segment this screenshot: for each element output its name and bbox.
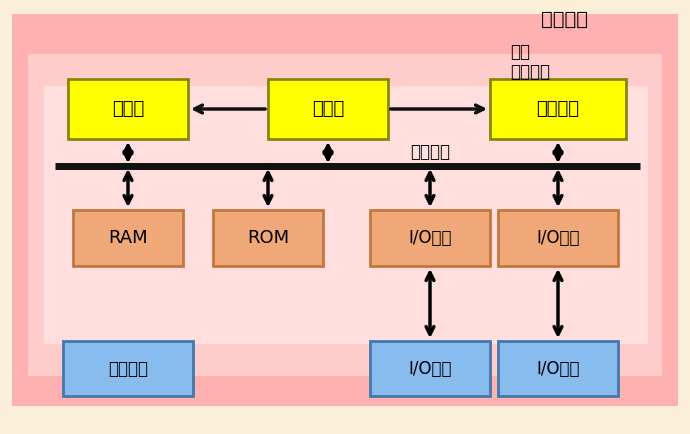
Bar bbox=[370, 210, 490, 266]
Text: 微机系统: 微机系统 bbox=[542, 10, 589, 29]
Bar bbox=[68, 79, 188, 139]
Text: ROM: ROM bbox=[247, 229, 289, 247]
Text: 微处理器: 微处理器 bbox=[510, 63, 550, 81]
Text: I/O设备: I/O设备 bbox=[408, 360, 452, 378]
Text: 寄存器组: 寄存器组 bbox=[537, 100, 580, 118]
Text: 运算器: 运算器 bbox=[112, 100, 144, 118]
Bar bbox=[268, 79, 388, 139]
Bar bbox=[44, 86, 648, 344]
Text: 系统软件: 系统软件 bbox=[108, 360, 148, 378]
Bar bbox=[498, 210, 618, 266]
Text: 微机: 微机 bbox=[510, 43, 530, 61]
Text: I/O接口: I/O接口 bbox=[408, 229, 452, 247]
Bar bbox=[370, 341, 490, 396]
Bar bbox=[28, 54, 662, 376]
Text: I/O设备: I/O设备 bbox=[536, 360, 580, 378]
Bar bbox=[498, 341, 618, 396]
Text: 系统总线: 系统总线 bbox=[410, 143, 450, 161]
Bar bbox=[213, 210, 323, 266]
Bar bbox=[63, 341, 193, 396]
Bar bbox=[490, 79, 626, 139]
Text: I/O接口: I/O接口 bbox=[536, 229, 580, 247]
Bar bbox=[73, 210, 183, 266]
Text: RAM: RAM bbox=[108, 229, 148, 247]
Text: 控制器: 控制器 bbox=[312, 100, 344, 118]
